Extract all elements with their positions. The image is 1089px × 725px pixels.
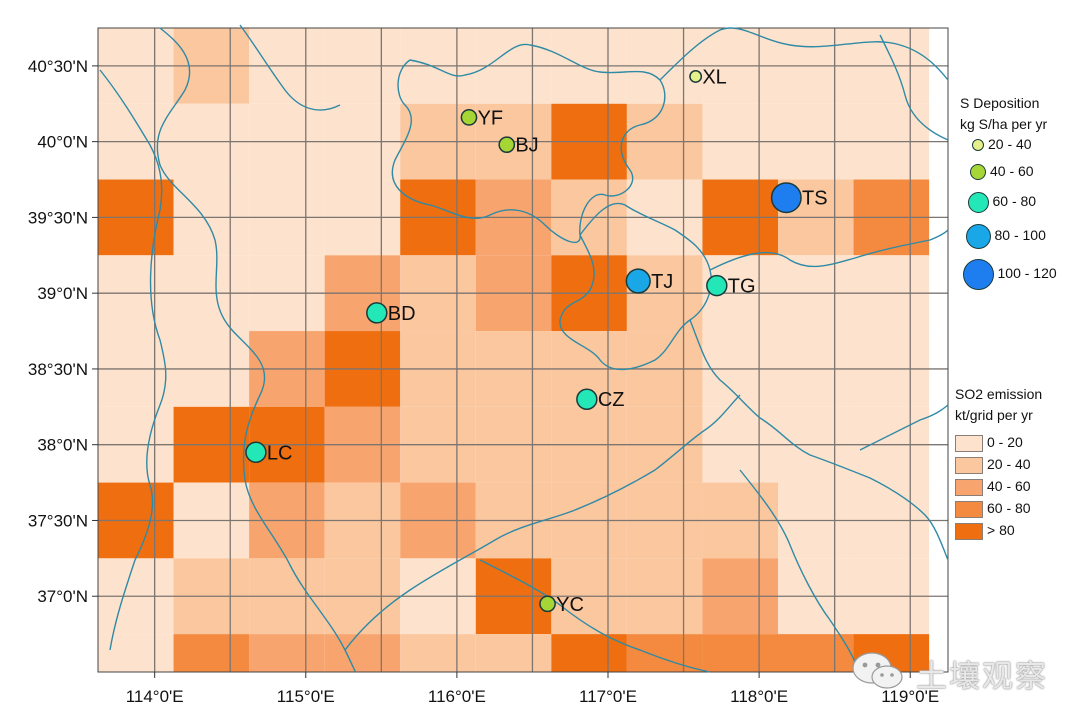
- lat-tick-label: 40°0'N: [37, 133, 88, 152]
- emission-cell: [249, 634, 325, 672]
- emission-legend-swatch: [955, 523, 983, 540]
- grid-lines: [97, 27, 949, 673]
- deposition-legend-symbol: [972, 139, 984, 151]
- watermark-text: 土壤观察: [916, 659, 1048, 695]
- map-frame: [97, 27, 949, 673]
- emission-legend-subtitle: kt/grid per yr: [955, 407, 1033, 423]
- emission-legend-swatch: [955, 479, 983, 496]
- deposition-legend-symbol: [962, 258, 994, 290]
- site-label: BJ: [515, 135, 538, 157]
- lon-tick-label: 117°0'E: [579, 687, 637, 706]
- deposition-legend-symbol: [967, 191, 989, 213]
- coastline: [709, 229, 949, 271]
- river-north-west: [239, 24, 341, 111]
- river-north-east: [879, 34, 949, 141]
- river-east: [739, 469, 856, 663]
- site-marker: [576, 388, 598, 410]
- lon-tick-label: 114°0'E: [126, 687, 184, 706]
- emission-legend-label: 20 - 40: [987, 456, 1031, 472]
- site-marker: [245, 441, 267, 464]
- emission-cell: [98, 634, 174, 672]
- site-label: LC: [267, 442, 293, 464]
- lat-tick-label: 38°30'N: [28, 360, 88, 379]
- deposition-legend-subtitle: kg S/ha per yr: [960, 116, 1048, 132]
- site-marker: [689, 70, 703, 83]
- site-marker: [460, 109, 478, 126]
- deposition-legend-title: S Deposition: [960, 95, 1040, 111]
- emission-legend-label: 60 - 80: [987, 500, 1031, 516]
- lon-tick-label: 119°0'E: [881, 687, 939, 706]
- deposition-legend-label: 40 - 60: [990, 163, 1034, 179]
- lat-tick-label: 39°0'N: [37, 284, 88, 303]
- boundary-south: [344, 394, 741, 651]
- emission-legend-swatch: [955, 435, 983, 452]
- emission-cell: [324, 634, 401, 672]
- boundary-west: [156, 27, 357, 673]
- emission-legend-label: 40 - 60: [987, 478, 1031, 494]
- lon-tick-label: 118°0'E: [730, 687, 788, 706]
- watermark: 土壤观察: [850, 651, 1070, 695]
- site-marker: [706, 274, 728, 297]
- lat-tick-label: 38°0'N: [37, 436, 88, 455]
- sites-layer: XL YF BJ TS TJ TG BD CZ LC YC: [245, 66, 828, 616]
- lat-tick-label: 40°30'N: [28, 57, 88, 76]
- site-label: BD: [388, 303, 416, 325]
- emission-legend-label: 0 - 20: [987, 434, 1023, 450]
- emission-cell: [400, 634, 476, 672]
- emission-cell: [173, 634, 250, 672]
- boundary-far-west: [99, 69, 167, 651]
- emission-cell: [778, 634, 854, 672]
- river-south: [479, 559, 711, 673]
- coastline-south: [689, 319, 949, 561]
- deposition-legend-symbol: [970, 164, 986, 180]
- site-label: TG: [728, 276, 756, 298]
- deposition-legend-label: 60 - 80: [992, 193, 1037, 209]
- lat-tick-label: 39°30'N: [28, 208, 88, 227]
- province-boundaries: [99, 24, 949, 673]
- emission-legend-title: SO2 emission: [955, 386, 1043, 402]
- deposition-legend-label: 80 - 100: [994, 227, 1046, 243]
- emission-legend-swatch: [955, 457, 983, 474]
- emission-cell: [626, 634, 703, 672]
- site-marker: [625, 268, 651, 294]
- lon-tick-label: 116°0'E: [428, 687, 486, 706]
- boundary-beijing: [391, 43, 666, 244]
- emission-cell: [475, 634, 552, 672]
- site-marker: [366, 302, 388, 324]
- emission-legend-swatch: [955, 501, 983, 518]
- site-marker: [770, 182, 802, 214]
- boundary-north: [659, 27, 949, 81]
- emission-cell: [551, 634, 627, 672]
- emission-legend-label: > 80: [987, 522, 1015, 538]
- wechat-icon: [852, 652, 903, 689]
- lat-tick-label: 37°30'N: [28, 511, 88, 530]
- lon-tick-label: 115°0'E: [277, 687, 335, 706]
- boundary-tianjin: [559, 202, 712, 371]
- site-label: XL: [702, 66, 726, 88]
- site-marker: [539, 595, 556, 613]
- site-marker: [498, 136, 516, 154]
- deposition-legend-label: 100 - 120: [997, 265, 1057, 281]
- lat-tick-label: 37°0'N: [37, 587, 88, 606]
- axes: 114°0'E 115°0'E 116°0'E 117°0'E 118°0'E 119°0…: [28, 57, 939, 706]
- deposition-legend-symbol: [965, 223, 991, 249]
- emission-grid: [98, 28, 930, 672]
- site-label: TJ: [651, 271, 673, 293]
- site-label: TS: [802, 188, 828, 210]
- site-label: CZ: [598, 389, 625, 411]
- site-label: YC: [556, 594, 584, 616]
- emission-cell: [702, 634, 778, 672]
- coastline-east: [859, 404, 949, 451]
- site-label: YF: [478, 107, 504, 129]
- deposition-legend-label: 20 - 40: [988, 136, 1032, 152]
